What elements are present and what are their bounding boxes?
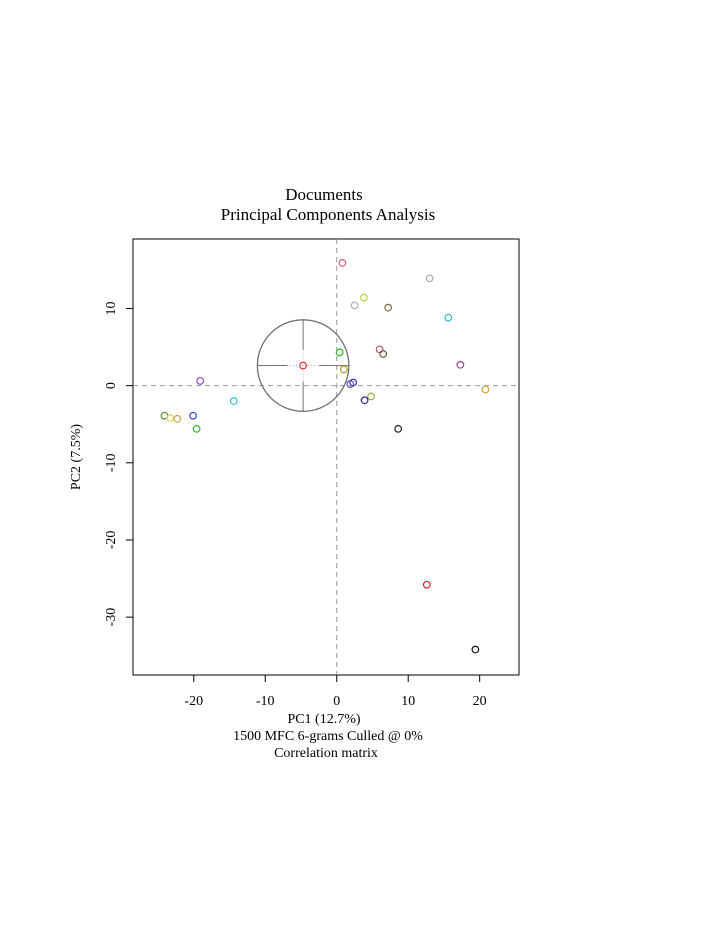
data-point <box>335 348 344 357</box>
data-point <box>444 313 453 322</box>
x-tick-label: -20 <box>184 694 203 709</box>
data-point <box>166 414 175 422</box>
data-point <box>338 259 347 267</box>
y-tick-label: -10 <box>104 453 119 472</box>
y-axis-label: PC2 (7.5%) <box>69 424 84 490</box>
data-point <box>456 360 465 369</box>
plot-frame <box>132 238 520 676</box>
data-point <box>379 350 388 358</box>
data-point <box>394 424 403 433</box>
x-tick-label: -10 <box>256 694 275 709</box>
x-axis: -20 -10 0 10 20 <box>184 675 487 709</box>
data-point <box>367 392 375 401</box>
data-point <box>196 377 205 385</box>
data-point <box>339 365 348 374</box>
target-circle-group <box>256 319 350 412</box>
chart-title: Documents <box>285 185 362 204</box>
y-tick-label: -20 <box>104 531 119 550</box>
y-tick-label: -30 <box>104 608 119 627</box>
data-point <box>350 301 359 310</box>
data-point <box>346 380 355 388</box>
x-tick-label: 0 <box>333 694 340 709</box>
caption-line-2: Correlation matrix <box>274 746 378 761</box>
data-point <box>384 303 393 312</box>
data-point <box>471 645 480 654</box>
y-tick-label: 10 <box>104 301 119 315</box>
y-tick-label: 0 <box>104 382 119 389</box>
data-point <box>359 293 368 302</box>
data-point <box>481 385 490 394</box>
data-points <box>160 259 490 654</box>
data-point <box>173 414 182 423</box>
x-tick-label: 10 <box>401 694 415 709</box>
data-point <box>375 345 384 354</box>
chart-subtitle: Principal Components Analysis <box>221 205 435 224</box>
data-point <box>192 424 201 433</box>
x-axis-label: PC1 (12.7%) <box>287 712 360 727</box>
data-point <box>189 411 197 420</box>
y-axis: -30 -20 -10 0 10 <box>104 301 133 626</box>
data-point <box>360 396 369 405</box>
data-point <box>422 580 431 589</box>
data-point <box>229 397 238 405</box>
data-point <box>299 361 308 370</box>
caption-line-1: 1500 MFC 6-grams Culled @ 0% <box>233 729 423 744</box>
x-tick-label: 20 <box>473 694 487 709</box>
data-point <box>425 274 434 283</box>
